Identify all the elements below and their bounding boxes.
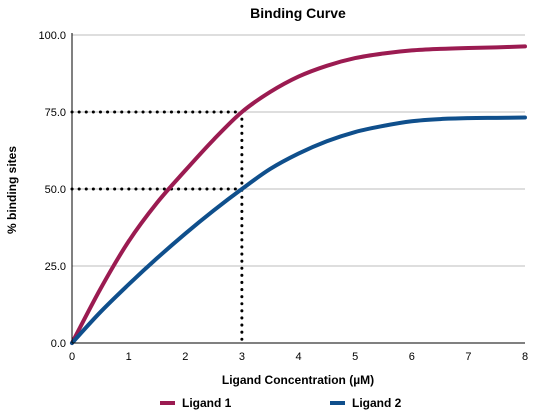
series-lines	[70, 44, 527, 345]
legend-label-2: Ligand 2	[352, 396, 402, 410]
series-line-1	[70, 44, 527, 345]
x-tick-label-1: 1	[126, 351, 132, 363]
chart-title: Binding Curve	[250, 5, 346, 21]
x-tick-label-7: 7	[465, 351, 471, 363]
y-tick-label-2: 50.0	[45, 184, 66, 196]
y-tick-label-1: 25.0	[45, 261, 66, 273]
y-axis-label: % binding sites	[5, 146, 19, 234]
legend: Ligand 1 Ligand 2	[160, 396, 402, 410]
x-tick-label-5: 5	[352, 351, 358, 363]
grid-lines	[72, 34, 525, 267]
x-tick-label-6: 6	[409, 351, 415, 363]
x-tick-label-0: 0	[69, 351, 75, 363]
tick-labels: 0.0 25.0 50.0 75.0 100.0 0 1 2 3 4 5 6 7 8	[38, 30, 528, 363]
x-tick-label-3: 3	[239, 351, 245, 363]
legend-label-1: Ligand 1	[182, 396, 232, 410]
y-tick-label-4: 100.0	[38, 30, 66, 42]
x-axis-label: Ligand Concentration (µM)	[222, 373, 374, 387]
x-tick-label-2: 2	[182, 351, 188, 363]
y-tick-label-0: 0.0	[51, 338, 66, 350]
x-tick-label-4: 4	[295, 351, 301, 363]
x-tick-label-8: 8	[522, 351, 528, 363]
reference-lines	[70, 110, 244, 345]
axes	[71, 33, 525, 344]
y-tick-label-3: 75.0	[45, 107, 66, 119]
series-line-2	[70, 115, 527, 345]
